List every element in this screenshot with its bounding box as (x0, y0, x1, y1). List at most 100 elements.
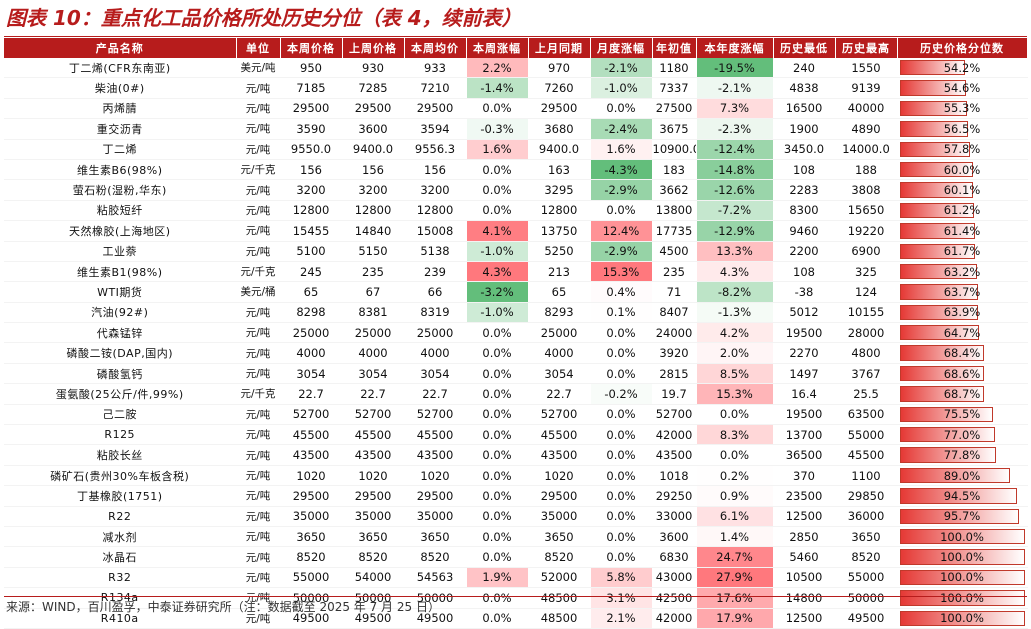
percentile-cell: 57.8% (897, 139, 1028, 160)
value-cell: 7210 (404, 77, 467, 99)
value-cell: 10900.0 (652, 139, 697, 160)
value-cell: 3054 (528, 363, 591, 385)
value-cell: 4800 (835, 342, 898, 364)
unit-cell: 元/吨 (236, 424, 281, 446)
value-cell: 4500 (652, 241, 697, 262)
percentile-bar (899, 590, 1025, 606)
product-name-cell: 丁二烯 (4, 139, 237, 160)
value-cell: 0.0% (466, 546, 529, 568)
value-cell: 25.5 (835, 383, 898, 405)
value-cell: -1.0% (590, 77, 653, 99)
table-row: 磷矿石(贵州30%车板含税) 元/吨 1020 1020 1020 0.0% 1020 0.0… (4, 465, 1028, 487)
percentile-cell: 68.4% (897, 342, 1028, 364)
value-cell: 14800 (773, 587, 836, 609)
percentile-bar (899, 161, 973, 178)
value-cell: 48500 (528, 608, 591, 629)
percentile-bar (899, 508, 1019, 524)
value-cell: 54000 (342, 567, 405, 589)
column-header: 年初值 (652, 38, 697, 58)
unit-cell: 元/吨 (236, 200, 281, 222)
value-cell: 188 (835, 159, 898, 181)
percentile-bar (899, 80, 966, 96)
value-cell: 3200 (280, 179, 343, 201)
value-cell: 17.9% (696, 608, 774, 629)
value-cell: 0.0% (590, 404, 653, 426)
value-cell: 7260 (528, 77, 591, 99)
value-cell: 40000 (835, 98, 898, 120)
value-cell: 213 (528, 261, 591, 283)
value-cell: 3.1% (590, 587, 653, 609)
percentile-value: 54.6% (943, 81, 981, 96)
table-row: 丁二烯 元/吨 9550.0 9400.0 9556.3 1.6% 9400.0 1.6% 10… (4, 139, 1028, 160)
value-cell: 8300 (773, 200, 836, 222)
value-cell: 29250 (652, 485, 697, 507)
value-cell: 16500 (773, 98, 836, 120)
product-name-cell: 磷酸氢钙 (4, 363, 237, 385)
product-name-cell: 丙烯腈 (4, 98, 237, 120)
value-cell: 43500 (528, 444, 591, 466)
product-name-cell: 萤石粉(湿粉,华东) (4, 179, 237, 201)
percentile-cell: 95.7% (897, 506, 1028, 527)
value-cell: 36500 (773, 444, 836, 466)
value-cell: 0.0% (466, 363, 529, 385)
value-cell: 1550 (835, 58, 898, 79)
value-cell: 6.1% (696, 506, 774, 527)
value-cell: 0.0% (590, 424, 653, 446)
value-cell: -12.4% (696, 139, 774, 160)
value-cell: 25000 (528, 322, 591, 344)
table-row: 维生素B1(98%) 元/千克 245 235 239 4.3% 213 15.3% 235 4.… (4, 261, 1028, 283)
value-cell: 8.3% (696, 424, 774, 446)
value-cell: 1180 (652, 58, 697, 79)
percentile-value: 64.7% (943, 325, 981, 340)
value-cell: 52000 (528, 567, 591, 589)
unit-cell: 元/吨 (236, 363, 281, 385)
value-cell: 15008 (404, 220, 467, 242)
percentile-cell: 77.0% (897, 424, 1028, 446)
value-cell: 22.7 (404, 383, 467, 405)
value-cell: 24000 (652, 322, 697, 344)
value-cell: 43500 (404, 444, 467, 466)
value-cell: 12500 (773, 608, 836, 629)
percentile-value: 63.9% (943, 305, 981, 320)
value-cell: 0.0% (590, 98, 653, 120)
value-cell: 370 (773, 465, 836, 487)
value-cell: -7.2% (696, 200, 774, 222)
value-cell: 43000 (652, 567, 697, 589)
value-cell: 0.0% (590, 506, 653, 527)
percentile-value: 56.5% (943, 121, 981, 136)
percentile-bar (899, 284, 978, 300)
product-name-cell: 丁基橡胶(1751) (4, 485, 237, 507)
value-cell: 52700 (342, 404, 405, 426)
value-cell: 0.0% (466, 200, 529, 222)
percentile-value: 89.0% (943, 468, 981, 483)
value-cell: 45500 (280, 424, 343, 446)
unit-cell: 元/吨 (236, 526, 281, 548)
value-cell: 245 (280, 261, 343, 283)
table-row: 己二胺 元/吨 52700 52700 52700 0.0% 52700 0.0% 52700 0… (4, 404, 1028, 426)
value-cell: 3600 (342, 118, 405, 140)
percentile-cell: 60.0% (897, 159, 1028, 181)
table-row: 磷酸氢钙 元/吨 3054 3054 3054 0.0% 3054 0.0% 2815 8.5% 1… (4, 363, 1028, 385)
value-cell: 29500 (342, 98, 405, 120)
value-cell: 65 (528, 281, 591, 303)
value-cell: 3680 (528, 118, 591, 140)
value-cell: 1.9% (466, 567, 529, 589)
value-cell: 5250 (528, 241, 591, 262)
value-cell: 3054 (404, 363, 467, 385)
value-cell: 14840 (342, 220, 405, 242)
product-name-cell: 粘胶长丝 (4, 444, 237, 466)
value-cell: 10155 (835, 302, 898, 324)
percentile-cell: 61.4% (897, 220, 1028, 242)
unit-cell: 元/吨 (236, 118, 281, 140)
percentile-cell: 100.0% (897, 526, 1028, 548)
product-name-cell: R134a (4, 587, 237, 609)
column-header: 上周价格 (342, 38, 405, 58)
value-cell: 7.3% (696, 98, 774, 120)
product-name-cell: 天然橡胶(上海地区) (4, 220, 237, 242)
value-cell: 66 (404, 281, 467, 303)
value-cell: 19500 (773, 404, 836, 426)
value-cell: 9550.0 (280, 139, 343, 160)
percentile-cell: 89.0% (897, 465, 1028, 487)
value-cell: 42000 (652, 608, 697, 629)
value-cell: 50000 (835, 587, 898, 609)
